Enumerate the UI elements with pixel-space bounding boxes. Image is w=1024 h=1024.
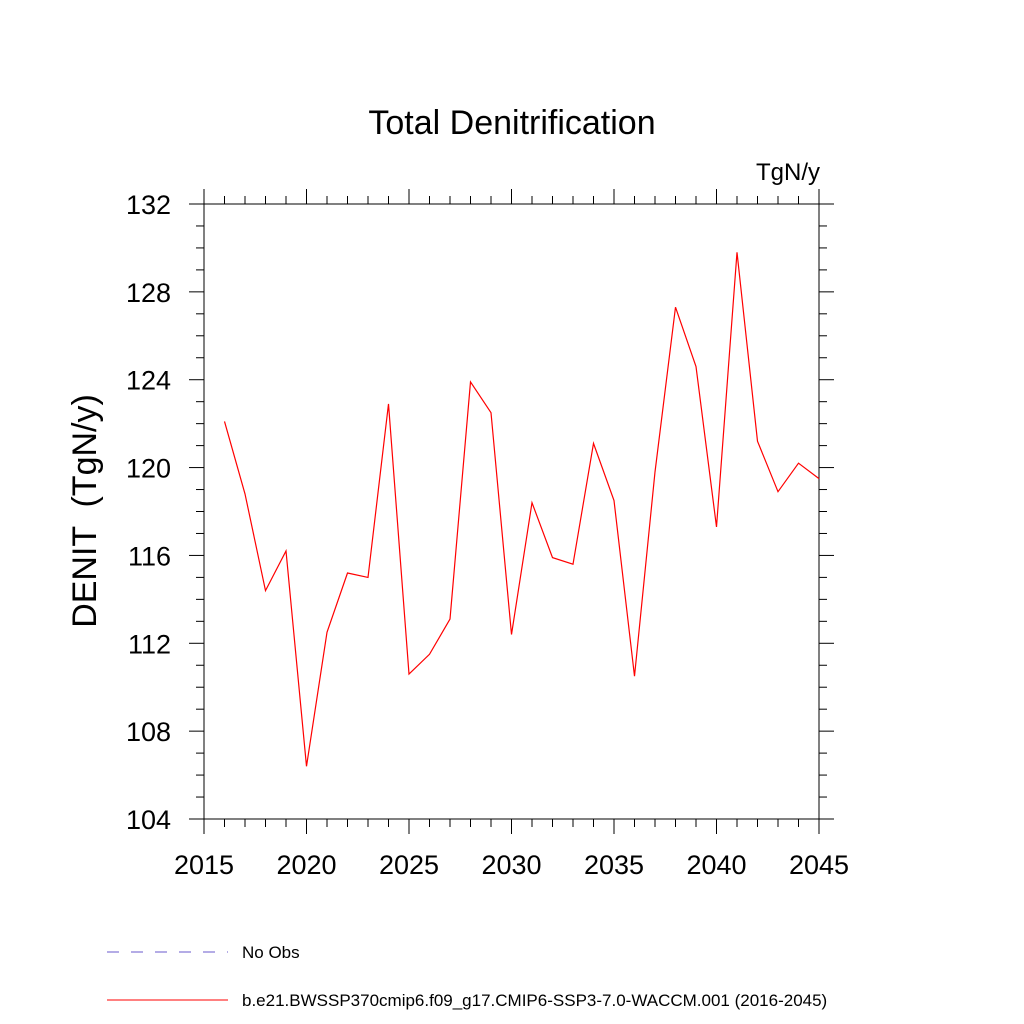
y-tick-label: 128 <box>126 278 171 308</box>
y-tick-labels: 104 108 112 116 120 124 128 132 <box>126 190 171 835</box>
y-axis-label: DENIT (TgN/y) <box>66 394 104 628</box>
x-tick-labels: 2015 2020 2025 2030 2035 2040 2045 <box>174 850 849 880</box>
x-tick-label: 2045 <box>789 850 849 880</box>
y-tick-label: 108 <box>126 717 171 747</box>
x-tick-label: 2030 <box>481 850 541 880</box>
y-tick-label: 132 <box>126 190 171 220</box>
legend-label: No Obs <box>242 943 300 962</box>
y-tick-label: 112 <box>128 629 171 659</box>
x-tick-label: 2025 <box>379 850 439 880</box>
legend-label: b.e21.BWSSP370cmip6.f09_g17.CMIP6-SSP3-7… <box>242 991 827 1010</box>
y-tick-label: 104 <box>126 805 171 835</box>
series-lines <box>223 252 820 767</box>
x-tick-label: 2015 <box>174 850 234 880</box>
y-tick-label: 120 <box>126 454 171 484</box>
series-line <box>223 252 820 767</box>
x-tick-label: 2035 <box>584 850 644 880</box>
units-label: TgN/y <box>756 159 820 186</box>
chart-title: Total Denitrification <box>368 104 655 142</box>
x-tick-label: 2040 <box>686 850 746 880</box>
x-tick-label: 2020 <box>276 850 336 880</box>
y-tick-label: 116 <box>128 541 171 571</box>
plot-frame <box>203 203 820 820</box>
y-tick-label: 124 <box>126 366 171 396</box>
axis-ticks <box>189 189 834 834</box>
legend: No Obs b.e21.BWSSP370cmip6.f09_g17.CMIP6-… <box>107 943 827 1010</box>
